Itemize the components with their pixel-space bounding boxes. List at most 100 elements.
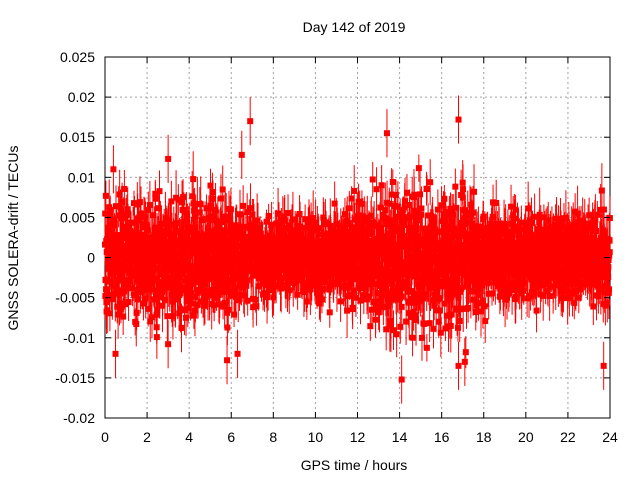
data-point xyxy=(357,253,364,260)
data-point xyxy=(175,279,182,286)
data-point xyxy=(268,233,275,240)
data-point xyxy=(344,293,351,300)
data-point xyxy=(380,304,387,311)
data-point xyxy=(312,219,319,226)
data-point xyxy=(349,237,356,244)
data-point xyxy=(104,307,111,314)
data-point xyxy=(253,303,260,310)
data-point xyxy=(451,267,458,274)
data-point xyxy=(184,264,191,271)
data-point xyxy=(441,195,448,202)
data-point xyxy=(453,204,460,211)
data-point xyxy=(414,251,421,258)
data-point xyxy=(418,205,425,212)
data-point xyxy=(254,217,261,224)
data-point xyxy=(152,253,159,260)
data-point xyxy=(270,294,277,301)
data-point xyxy=(427,284,434,291)
data-point xyxy=(473,279,480,286)
data-point xyxy=(416,284,423,291)
data-point xyxy=(462,349,469,356)
data-point xyxy=(418,334,425,341)
data-point xyxy=(375,309,382,316)
data-point xyxy=(121,185,128,192)
data-point xyxy=(456,264,463,271)
data-point xyxy=(280,225,287,232)
data-point xyxy=(447,205,454,212)
data-point xyxy=(510,211,517,218)
data-point xyxy=(445,224,452,231)
data-point xyxy=(175,196,182,203)
data-point xyxy=(190,200,197,207)
data-point xyxy=(155,205,162,212)
data-point xyxy=(220,303,227,310)
data-point xyxy=(468,201,475,208)
data-point xyxy=(196,286,203,293)
data-point xyxy=(185,237,192,244)
data-point xyxy=(435,318,442,325)
data-point xyxy=(248,267,255,274)
data-point xyxy=(190,312,197,319)
data-point xyxy=(185,305,192,312)
data-point xyxy=(358,200,365,207)
data-point xyxy=(133,309,140,316)
data-point xyxy=(480,213,487,220)
data-point xyxy=(281,213,288,220)
data-point xyxy=(515,280,522,287)
data-point xyxy=(151,296,158,303)
data-point xyxy=(180,207,187,214)
data-point xyxy=(397,211,404,218)
data-point xyxy=(326,239,333,246)
data-point xyxy=(452,183,459,190)
data-point xyxy=(462,217,469,224)
data-point xyxy=(139,231,146,238)
data-point xyxy=(154,234,161,241)
data-point xyxy=(156,188,163,195)
data-point xyxy=(400,271,407,278)
data-point xyxy=(352,251,359,258)
data-point xyxy=(467,256,474,263)
data-point xyxy=(475,223,482,230)
data-point xyxy=(125,224,132,231)
data-point xyxy=(397,281,404,288)
data-point xyxy=(247,205,254,212)
data-point xyxy=(478,267,485,274)
data-point xyxy=(389,178,396,185)
data-point xyxy=(146,202,153,209)
data-point xyxy=(137,246,144,253)
data-point xyxy=(450,211,457,218)
data-point xyxy=(383,277,390,284)
data-point xyxy=(181,307,188,314)
data-point xyxy=(406,310,413,317)
data-point xyxy=(116,260,123,267)
data-point xyxy=(178,324,185,331)
data-point xyxy=(383,239,390,246)
data-point xyxy=(425,212,432,219)
data-point xyxy=(371,281,378,288)
data-point xyxy=(344,284,351,291)
data-point xyxy=(370,253,377,260)
data-point xyxy=(436,307,443,314)
data-point xyxy=(488,253,495,260)
data-point xyxy=(413,290,420,297)
data-point xyxy=(213,226,220,233)
data-point xyxy=(227,217,234,224)
data-point xyxy=(117,305,124,312)
data-point xyxy=(197,275,204,282)
data-point xyxy=(223,217,230,224)
data-point xyxy=(488,220,495,227)
data-point xyxy=(217,195,224,202)
data-point xyxy=(188,240,195,247)
data-series xyxy=(102,95,613,404)
data-point xyxy=(250,272,257,279)
data-point xyxy=(309,225,316,232)
data-point xyxy=(314,289,321,296)
data-point xyxy=(124,285,131,292)
data-point xyxy=(444,242,451,249)
data-point xyxy=(536,219,543,226)
data-point xyxy=(191,307,198,314)
data-point xyxy=(171,247,178,254)
data-point xyxy=(460,186,467,193)
data-point xyxy=(377,224,384,231)
